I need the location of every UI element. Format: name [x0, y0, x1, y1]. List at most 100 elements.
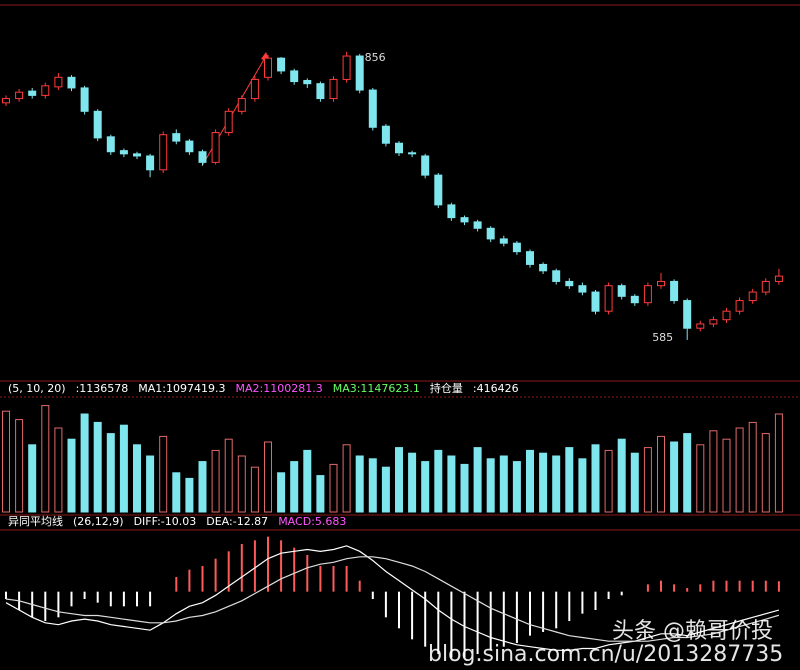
candle-body	[486, 227, 495, 240]
candle-body	[748, 291, 757, 302]
volume-bar	[342, 444, 351, 513]
volume-bar	[460, 463, 469, 513]
volume-bar	[237, 455, 246, 513]
volume-bar	[329, 463, 338, 513]
volume-bar	[643, 447, 652, 513]
candle-body	[237, 98, 246, 112]
volume-bar	[80, 413, 89, 513]
volume-bar	[578, 458, 587, 513]
volume-bar	[41, 405, 50, 513]
candle-body	[683, 300, 692, 329]
candle-body	[198, 151, 207, 163]
panel-header: MA2:1100281.3	[235, 382, 322, 395]
volume-bar	[146, 455, 155, 513]
volume-bar	[106, 433, 115, 513]
marks: 856 585 (5, 10, 20):1136578 MA1:1097419.3 MA…	[2, 51, 783, 658]
candle-body	[735, 300, 744, 312]
volume-bar	[172, 472, 181, 513]
volume-bar	[198, 461, 207, 513]
panel-header: DIFF:-10.03	[134, 515, 197, 528]
candle-body	[342, 55, 351, 80]
volume-bar	[408, 452, 417, 513]
candle-body	[119, 150, 128, 155]
candle-body	[303, 79, 312, 85]
candle-body	[526, 251, 534, 265]
volume-bar	[28, 444, 37, 513]
candle-body	[499, 238, 508, 244]
candle-body	[591, 291, 600, 312]
candle-body	[2, 98, 10, 104]
candle-body	[696, 323, 705, 329]
candle-body	[28, 90, 37, 96]
panel-header: DEA:-12.87	[206, 515, 268, 528]
panel-header: MA3:1147623.1	[333, 382, 420, 395]
candle-body	[54, 76, 63, 88]
candle-body	[709, 319, 718, 325]
volume-bar	[224, 438, 233, 513]
panel-header: (5, 10, 20)	[8, 382, 66, 395]
candle-body	[630, 295, 639, 304]
volume-bar	[277, 472, 286, 513]
candle-body	[93, 110, 102, 139]
panel-header: MACD:5.683	[278, 515, 346, 528]
macd-line	[5, 545, 780, 651]
candle-body	[460, 217, 469, 223]
candle-body	[41, 85, 50, 96]
candle-body	[355, 55, 364, 91]
volume-bar	[250, 466, 259, 513]
candle-body	[395, 142, 403, 154]
volume-bar	[539, 452, 548, 513]
panel-header: 异同平均线	[8, 514, 63, 528]
candle-body	[185, 140, 194, 153]
volume-bar	[211, 449, 220, 513]
candle-body	[381, 125, 390, 144]
volume-bar	[264, 441, 272, 513]
candle-body	[657, 280, 665, 287]
volume-bar	[683, 433, 692, 513]
candle-body	[146, 155, 155, 171]
volume-bar	[395, 447, 403, 513]
volume-bar	[159, 435, 168, 513]
volume-bar	[434, 449, 443, 513]
volume-bar	[473, 447, 482, 513]
candle-body	[774, 275, 783, 282]
volume-bar	[617, 438, 626, 513]
annotation: 856	[365, 51, 386, 64]
candle-body	[473, 221, 482, 229]
volume-bar	[355, 455, 364, 513]
volume-bar	[774, 413, 783, 513]
watermark: blog.sina.com.cn/u/2013287735	[428, 642, 783, 667]
volume-bar	[565, 447, 574, 513]
candle-body	[421, 155, 430, 176]
candle-body	[565, 280, 574, 287]
watermark: 头条 @赖哥价投	[612, 619, 773, 644]
candle-body	[447, 204, 456, 219]
candle-body	[368, 89, 377, 128]
volume-bar	[2, 410, 10, 513]
volume-bar	[447, 455, 456, 513]
volume-bar	[709, 430, 718, 513]
candle-body	[264, 57, 272, 78]
volume-bar	[381, 466, 390, 513]
volume-bar	[303, 449, 312, 513]
volume-bar	[368, 458, 377, 513]
candle-body	[329, 78, 338, 100]
candle-body	[250, 78, 259, 100]
candle-body	[224, 110, 233, 134]
macd-line	[5, 556, 780, 642]
candle-body	[106, 136, 115, 153]
candle-body	[80, 87, 89, 112]
volume-bar	[670, 441, 679, 513]
volume-bar	[54, 427, 63, 513]
volume-bar	[526, 449, 534, 513]
candle-body	[512, 242, 521, 253]
volume-bar	[421, 461, 430, 513]
volume-bar	[748, 421, 757, 513]
candle-body	[617, 285, 626, 297]
candle-body	[722, 310, 731, 321]
candle-body	[290, 70, 299, 83]
candle-body	[15, 91, 24, 100]
candle-body	[133, 153, 141, 157]
